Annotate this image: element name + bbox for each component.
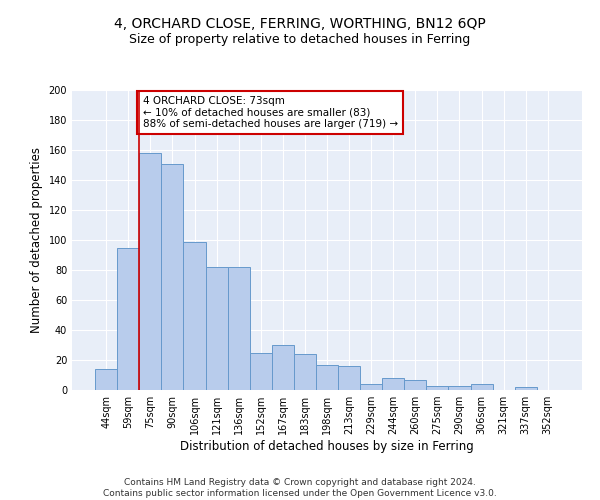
- Text: Contains HM Land Registry data © Crown copyright and database right 2024.
Contai: Contains HM Land Registry data © Crown c…: [103, 478, 497, 498]
- Bar: [250, 352, 272, 390]
- Bar: [184, 242, 206, 390]
- Y-axis label: Number of detached properties: Number of detached properties: [30, 147, 43, 333]
- Bar: [382, 378, 404, 390]
- Bar: [117, 248, 139, 390]
- Bar: [316, 364, 338, 390]
- Bar: [470, 384, 493, 390]
- Bar: [338, 366, 360, 390]
- Bar: [227, 267, 250, 390]
- Bar: [272, 345, 294, 390]
- Text: Size of property relative to detached houses in Ferring: Size of property relative to detached ho…: [130, 32, 470, 46]
- Bar: [427, 386, 448, 390]
- Bar: [404, 380, 427, 390]
- Bar: [206, 267, 227, 390]
- Bar: [294, 354, 316, 390]
- Bar: [515, 387, 537, 390]
- Bar: [161, 164, 184, 390]
- Bar: [360, 384, 382, 390]
- X-axis label: Distribution of detached houses by size in Ferring: Distribution of detached houses by size …: [180, 440, 474, 453]
- Text: 4 ORCHARD CLOSE: 73sqm
← 10% of detached houses are smaller (83)
88% of semi-det: 4 ORCHARD CLOSE: 73sqm ← 10% of detached…: [143, 96, 398, 129]
- Bar: [448, 386, 470, 390]
- Text: 4, ORCHARD CLOSE, FERRING, WORTHING, BN12 6QP: 4, ORCHARD CLOSE, FERRING, WORTHING, BN1…: [114, 18, 486, 32]
- Bar: [95, 369, 117, 390]
- Bar: [139, 153, 161, 390]
